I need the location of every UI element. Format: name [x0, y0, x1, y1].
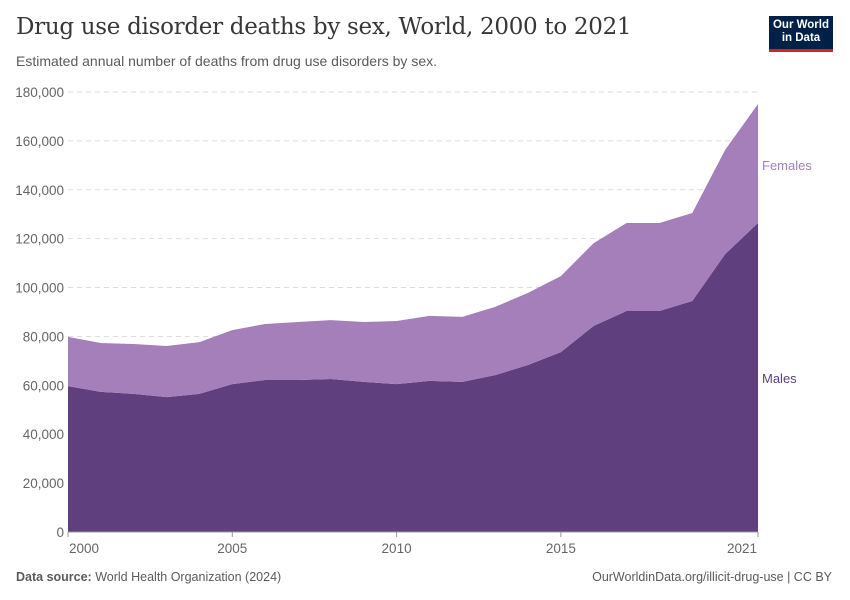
y-tick-label: 100,000 [15, 281, 64, 296]
x-tick-label: 2015 [546, 541, 576, 556]
y-tick-label: 40,000 [23, 427, 64, 442]
source-label: Data source: [16, 570, 92, 584]
y-tick-label: 180,000 [15, 85, 64, 100]
y-tick-label: 160,000 [15, 134, 64, 149]
source-link[interactable]: OurWorldinData.org/illicit-drug-use | CC… [592, 570, 832, 584]
source-text: World Health Organization (2024) [95, 570, 282, 584]
y-tick-label: 60,000 [23, 378, 64, 393]
chart-title: Drug use disorder deaths by sex, World, … [16, 14, 632, 40]
legend-label-males: Males [762, 371, 797, 386]
chart-subtitle: Estimated annual number of deaths from d… [16, 53, 437, 69]
x-tick-label: 2005 [217, 541, 247, 556]
y-tick-label: 20,000 [23, 476, 64, 491]
logo-text: Our World in Data [772, 19, 829, 44]
y-tick-label: 120,000 [15, 232, 64, 247]
y-tick-label: 140,000 [15, 183, 64, 198]
y-tick-label: 80,000 [23, 329, 64, 344]
owid-logo[interactable]: Our World in Data [769, 16, 833, 52]
legend-label-females: Females [762, 158, 812, 173]
x-tick-label: 2010 [382, 541, 412, 556]
y-tick-label: 0 [56, 525, 64, 540]
area-females [68, 103, 758, 398]
x-tick-label: 2021 [727, 541, 757, 556]
area-males [68, 223, 758, 532]
data-source: Data source: World Health Organization (… [16, 570, 281, 584]
x-tick-label: 2000 [69, 541, 99, 556]
